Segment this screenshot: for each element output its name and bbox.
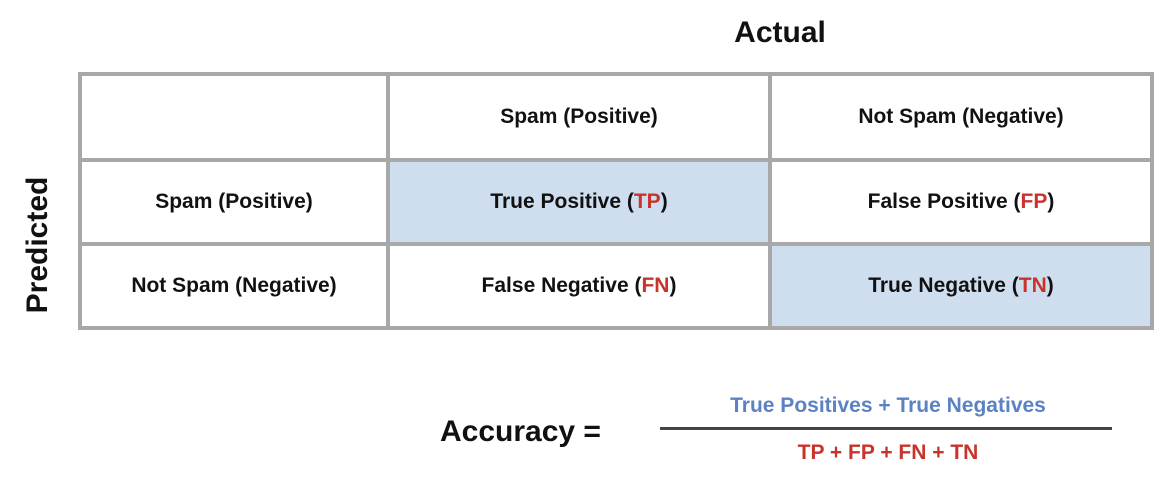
formula-denominator: TP + FP + FN + TN — [797, 441, 979, 464]
cell-text: True Negative ( — [868, 274, 1019, 297]
row-header-spam: Spam (Positive) — [78, 158, 390, 246]
cell-close: ) — [1047, 190, 1055, 213]
cell-abbr: TP — [633, 190, 661, 213]
matrix-row-spam: Spam (Positive) True Positive (TP) False… — [78, 158, 1154, 246]
predicted-axis-label: Predicted — [21, 176, 54, 314]
fraction-bar — [660, 427, 1112, 430]
column-header-spam: Spam (Positive) — [386, 72, 772, 162]
confusion-matrix: Spam (Positive) Not Spam (Negative) Spam… — [78, 72, 1154, 330]
accuracy-label: Accuracy = — [440, 415, 601, 448]
matrix-row-not-spam: Not Spam (Negative) False Negative (FN) … — [78, 242, 1154, 330]
cell-close: ) — [660, 190, 668, 213]
cell-abbr: TN — [1018, 274, 1047, 297]
cell-text: False Negative ( — [481, 274, 642, 297]
cell-true-positive: True Positive (TP) — [386, 158, 772, 246]
cell-close: ) — [669, 274, 677, 297]
cell-true-negative: True Negative (TN) — [768, 242, 1154, 330]
cell-close: ) — [1046, 274, 1054, 297]
cell-text: False Positive ( — [867, 190, 1021, 213]
column-header-row: Spam (Positive) Not Spam (Negative) — [78, 72, 1154, 162]
column-header-not-spam: Not Spam (Negative) — [768, 72, 1154, 162]
cell-false-negative: False Negative (FN) — [386, 242, 772, 330]
cell-abbr: FN — [641, 274, 670, 297]
actual-axis-label: Actual — [734, 16, 826, 49]
cell-false-positive: False Positive (FP) — [768, 158, 1154, 246]
cell-abbr: FP — [1020, 190, 1048, 213]
matrix-corner-cell — [78, 72, 390, 162]
formula-numerator: True Positives + True Negatives — [730, 394, 1046, 417]
cell-text: True Positive ( — [490, 190, 634, 213]
row-header-not-spam: Not Spam (Negative) — [78, 242, 390, 330]
